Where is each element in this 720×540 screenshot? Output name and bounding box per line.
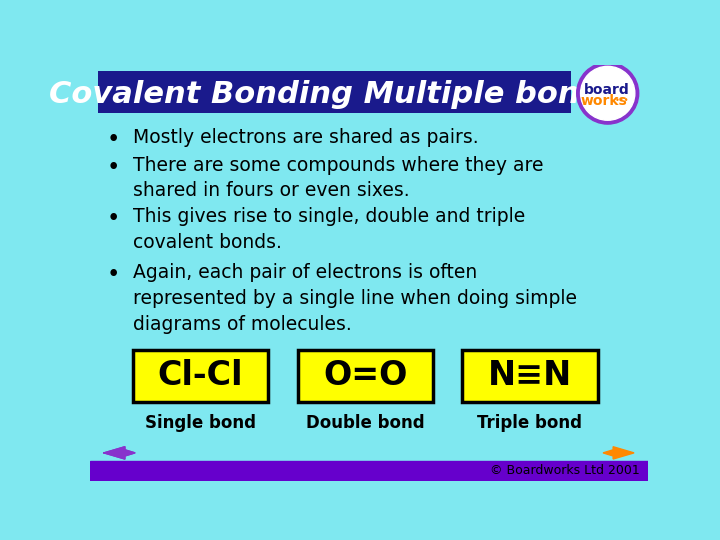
Text: N≡N: N≡N	[487, 360, 572, 393]
Text: board: board	[584, 83, 630, 97]
Text: works: works	[580, 94, 627, 108]
Polygon shape	[603, 447, 634, 459]
Text: © Boardworks Ltd 2001: © Boardworks Ltd 2001	[490, 464, 640, 477]
Text: There are some compounds where they are
shared in fours or even sixes.: There are some compounds where they are …	[132, 156, 543, 200]
Bar	[98, 71, 570, 113]
Text: Again, each pair of electrons is often
represented by a single line when doing s: Again, each pair of electrons is often r…	[132, 264, 577, 334]
Text: •••: •••	[614, 97, 629, 105]
Text: Cl-Cl: Cl-Cl	[158, 360, 243, 393]
Text: •: •	[107, 207, 120, 230]
Text: •: •	[107, 156, 120, 179]
Text: Double bond: Double bond	[306, 414, 425, 431]
Bar	[90, 461, 648, 481]
Text: This gives rise to single, double and triple
covalent bonds.: This gives rise to single, double and tr…	[132, 207, 525, 252]
Text: O=O: O=O	[323, 360, 408, 393]
Bar	[462, 350, 598, 402]
Circle shape	[580, 66, 635, 120]
Polygon shape	[104, 447, 135, 459]
Bar	[297, 350, 433, 402]
Text: •: •	[107, 264, 120, 286]
Text: •: •	[107, 128, 120, 151]
Text: Mostly electrons are shared as pairs.: Mostly electrons are shared as pairs.	[132, 128, 478, 147]
Text: Covalent Bonding Multiple bonds: Covalent Bonding Multiple bonds	[49, 79, 619, 109]
Circle shape	[577, 63, 639, 124]
Text: Triple bond: Triple bond	[477, 414, 582, 431]
Bar	[132, 350, 269, 402]
Text: Single bond: Single bond	[145, 414, 256, 431]
